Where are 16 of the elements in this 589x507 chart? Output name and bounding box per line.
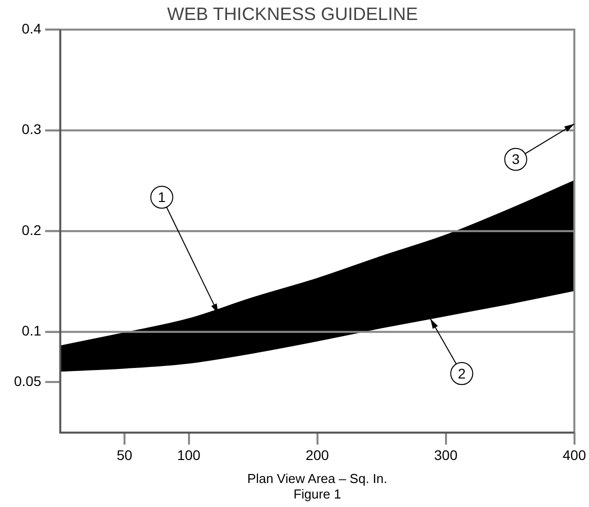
x-axis-title: Plan View Area – Sq. In.: [247, 470, 388, 486]
y-tick-label: 0.3: [22, 121, 42, 138]
annotation: 3: [512, 151, 520, 168]
x-tick-label: 300: [434, 446, 458, 463]
caption: Figure 1: [293, 486, 342, 502]
y-tick-label: 0.4: [22, 20, 42, 36]
y-tick-label: 0.1: [22, 322, 42, 339]
x-tick-label: 50: [116, 446, 133, 463]
y-tick-label: 0.05: [14, 373, 42, 390]
x-tick-label: 200: [306, 446, 330, 463]
x-tick-label: 100: [177, 446, 201, 463]
annotation: 1: [158, 189, 166, 206]
x-tick-label: 400: [562, 446, 586, 463]
y-tick-label: 0.2: [22, 222, 42, 238]
annotation: 2: [458, 365, 466, 382]
chart-title: WEB THICKNESS GUIDELINE: [167, 4, 418, 24]
